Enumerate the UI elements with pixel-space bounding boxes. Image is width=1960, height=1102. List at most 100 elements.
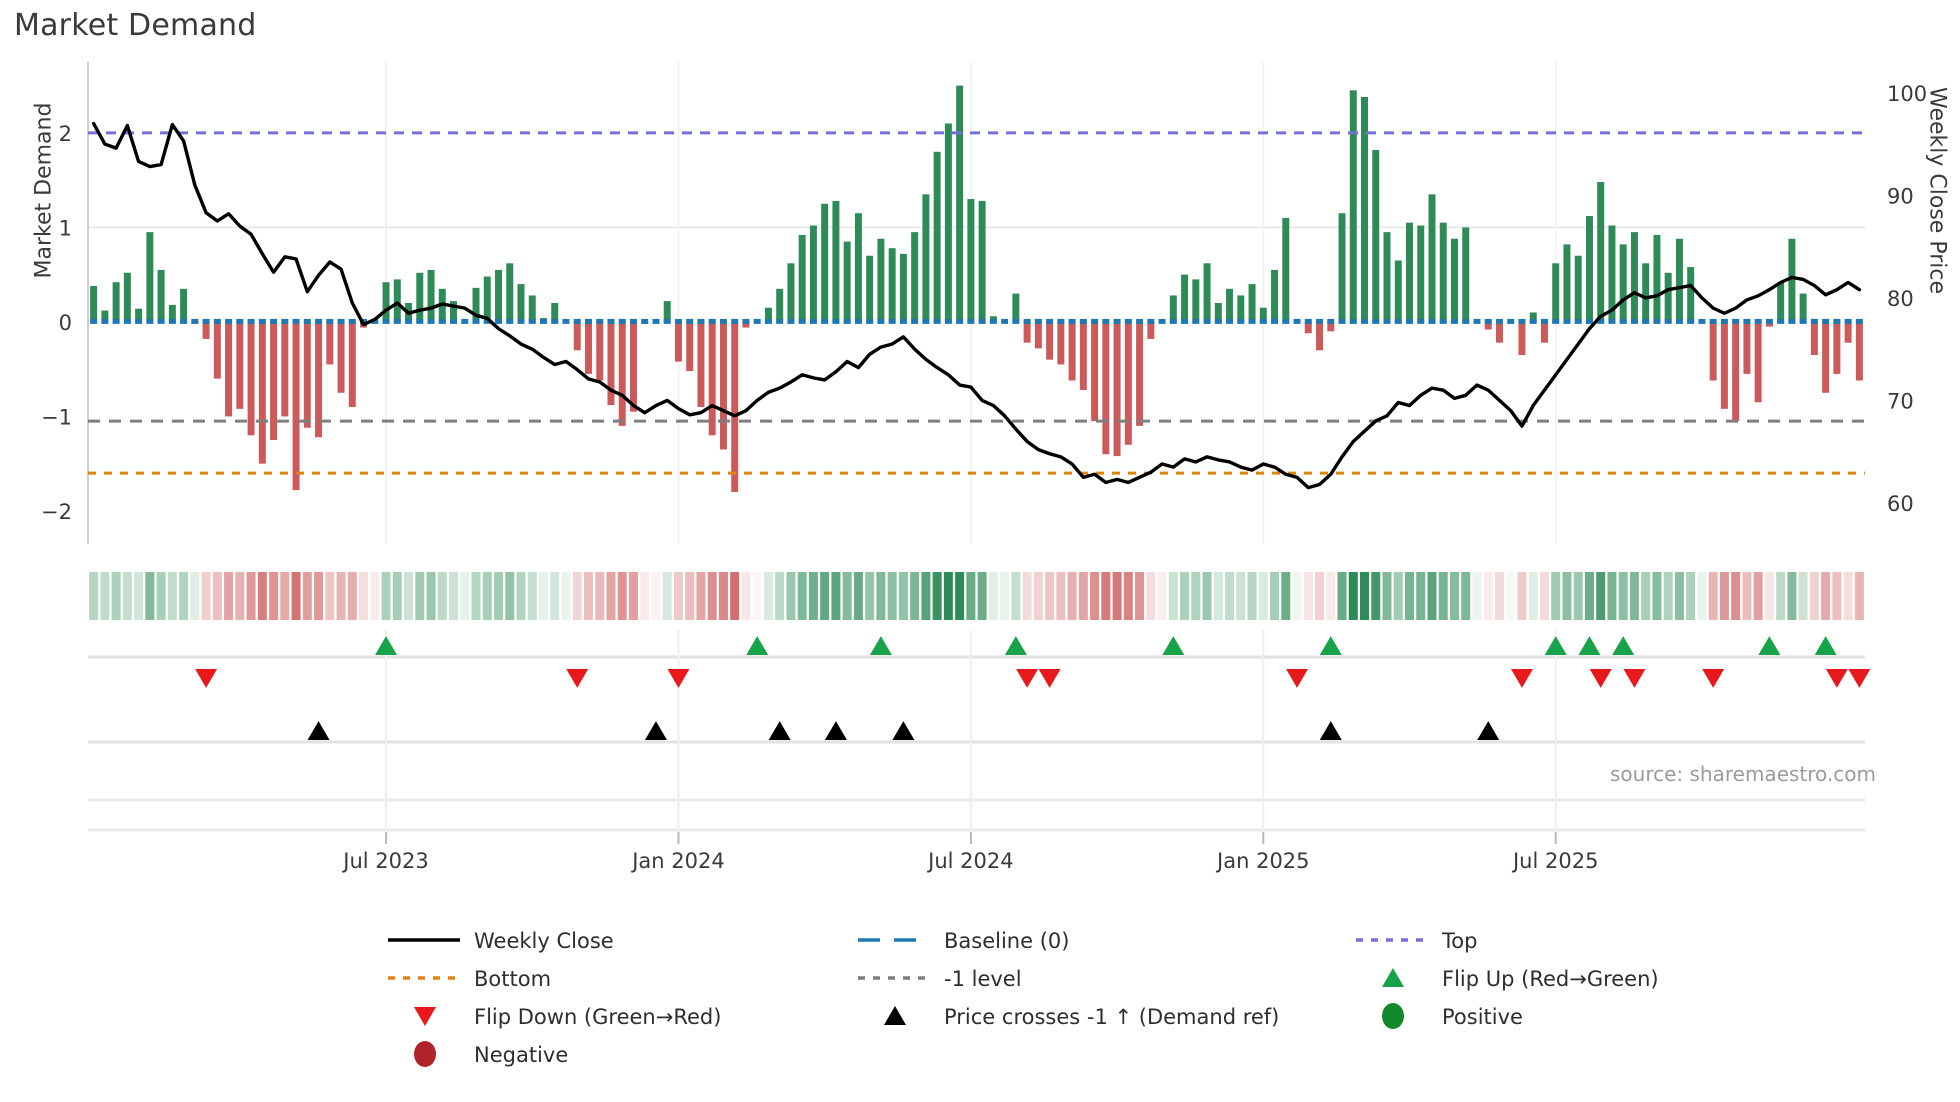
- heatmap-cell: [1629, 572, 1639, 620]
- heatmap-cell: [1191, 572, 1201, 620]
- demand-bar: [1563, 244, 1571, 322]
- baseline-stub: [944, 318, 952, 324]
- baseline-stub: [1124, 318, 1132, 324]
- demand-bar: [911, 232, 919, 322]
- baseline-stub: [607, 318, 615, 324]
- legend-item[interactable]: -1 level: [858, 967, 1022, 991]
- baseline-stub: [281, 318, 289, 324]
- heatmap-cell: [595, 572, 605, 620]
- baseline-stub: [1349, 318, 1357, 324]
- heatmap-cell: [1708, 572, 1718, 620]
- demand-bar: [348, 321, 356, 407]
- baseline-stub: [731, 318, 739, 324]
- demand-bar: [1102, 321, 1110, 455]
- demand-bar: [1282, 217, 1290, 322]
- demand-bar: [1259, 307, 1267, 322]
- baseline-stub: [1102, 318, 1110, 324]
- baseline-stub: [1822, 318, 1830, 324]
- heatmap-cell: [628, 572, 638, 620]
- demand-bar: [1709, 321, 1717, 381]
- heatmap-cell: [201, 572, 211, 620]
- demand-bar: [956, 85, 964, 322]
- heatmap-cell: [336, 572, 346, 620]
- legend-label: Negative: [474, 1043, 568, 1067]
- baseline-stub: [1563, 318, 1571, 324]
- y-tick-label-left: 0: [59, 311, 72, 335]
- baseline-stub: [1304, 318, 1312, 324]
- baseline-stub: [798, 318, 806, 324]
- heatmap-cell: [111, 572, 121, 620]
- price-cross-marker: [892, 721, 915, 740]
- demand-bar: [1653, 234, 1661, 322]
- demand-bar: [1630, 232, 1638, 322]
- heatmap-cell: [1798, 572, 1808, 620]
- heatmap-cell: [1697, 572, 1707, 620]
- demand-bar: [1192, 279, 1200, 322]
- heatmap-cell: [1596, 572, 1606, 620]
- baseline-stub: [1147, 318, 1155, 324]
- heatmap-cell: [415, 572, 425, 620]
- baseline-stub: [1687, 318, 1695, 324]
- baseline-stub: [877, 318, 885, 324]
- demand-bar: [337, 321, 345, 393]
- price-cross-marker: [644, 721, 667, 740]
- heatmap-cell: [797, 572, 807, 620]
- baseline-stub: [168, 318, 176, 324]
- demand-bar: [843, 241, 851, 322]
- heatmap-cell: [257, 572, 267, 620]
- flip-up-marker: [1544, 636, 1567, 655]
- heatmap-cell: [527, 572, 537, 620]
- baseline-stub: [270, 318, 278, 324]
- legend-item[interactable]: Bottom: [388, 967, 551, 991]
- heatmap-cell: [1517, 572, 1527, 620]
- heatmap-cell: [1506, 572, 1516, 620]
- heatmap-cell: [1483, 572, 1493, 620]
- legend-item[interactable]: Negative: [414, 1041, 568, 1067]
- baseline-stub: [1327, 318, 1335, 324]
- demand-bar: [1383, 232, 1391, 322]
- demand-bar: [1327, 321, 1335, 332]
- heatmap-cell: [820, 572, 830, 620]
- baseline-stub: [1034, 318, 1042, 324]
- heatmap-cell: [1157, 572, 1167, 620]
- heatmap-cell: [921, 572, 931, 620]
- baseline-stub: [551, 318, 559, 324]
- heatmap-cell: [1225, 572, 1235, 620]
- legend-item[interactable]: Weekly Close: [388, 929, 614, 953]
- baseline-stub: [1226, 318, 1234, 324]
- demand-bar: [764, 307, 772, 322]
- baseline-stub: [1597, 318, 1605, 324]
- legend-label: -1 level: [944, 967, 1022, 991]
- legend-item[interactable]: Flip Up (Red→Green): [1382, 967, 1659, 991]
- baseline-stub: [967, 318, 975, 324]
- legend-item[interactable]: Baseline (0): [858, 929, 1069, 953]
- legend-item[interactable]: Flip Down (Green→Red): [414, 1005, 721, 1029]
- legend-label: Top: [1441, 929, 1477, 953]
- heatmap-cell: [685, 572, 695, 620]
- legend-label: Weekly Close: [474, 929, 614, 953]
- heatmap-cell: [1348, 572, 1358, 620]
- heatmap-cell: [1022, 572, 1032, 620]
- flip-down-marker: [1038, 669, 1061, 688]
- baseline-stub: [1203, 318, 1211, 324]
- demand-bar: [1394, 260, 1402, 322]
- heatmap-cell: [898, 572, 908, 620]
- legend-triangle-down-icon: [414, 1007, 436, 1026]
- heatmap-cell: [853, 572, 863, 620]
- legend-item[interactable]: Top: [1356, 929, 1477, 953]
- demand-bar: [742, 321, 750, 328]
- demand-bar: [1124, 321, 1132, 445]
- legend-item[interactable]: Price crosses -1 ↑ (Demand ref): [884, 1005, 1279, 1029]
- demand-bar: [854, 213, 862, 322]
- heatmap-cell: [977, 572, 987, 620]
- demand-bar: [1844, 321, 1852, 343]
- heatmap-cell: [325, 572, 335, 620]
- heatmap-cell: [1652, 572, 1662, 620]
- heatmap-cell: [1135, 572, 1145, 620]
- heatmap-cell: [842, 572, 852, 620]
- baseline-stub: [427, 318, 435, 324]
- legend-item[interactable]: Positive: [1382, 1003, 1523, 1029]
- heatmap-cell: [561, 572, 571, 620]
- heatmap-cell: [1528, 572, 1538, 620]
- demand-bar: [1743, 321, 1751, 374]
